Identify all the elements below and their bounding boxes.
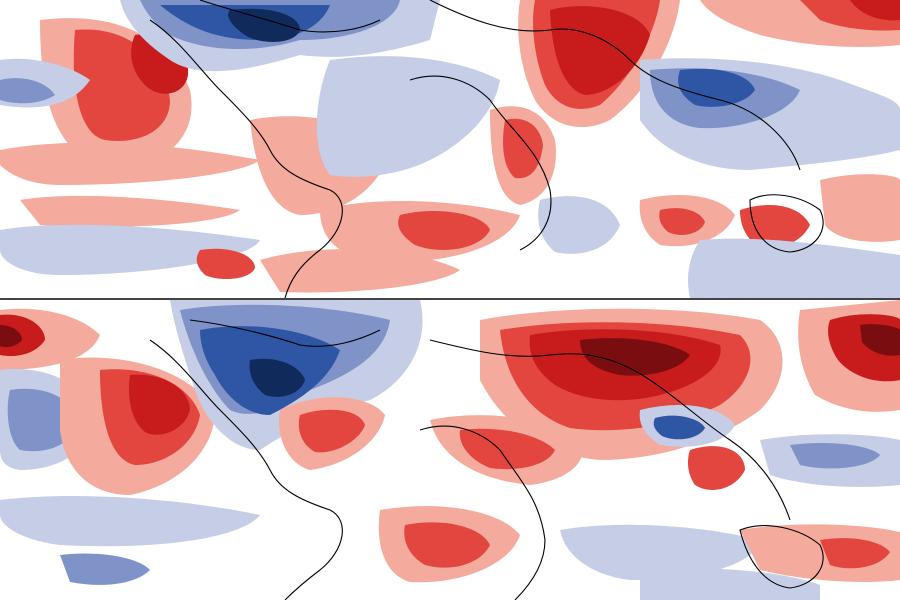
neg-mid-contour-region xyxy=(60,553,150,585)
pos-mid-contour-region xyxy=(298,409,365,453)
coastline-path xyxy=(189,319,381,347)
pos-mid-contour-region xyxy=(196,248,255,280)
pos-strong-contour-region xyxy=(860,324,900,356)
pos-strong-contour-region xyxy=(0,325,22,348)
neg-dark-contour-region xyxy=(653,415,705,440)
anomaly-field-top xyxy=(0,0,900,298)
coastline-path xyxy=(409,75,552,251)
map-panel-top xyxy=(0,0,900,298)
pos-mid-contour-region xyxy=(459,428,555,470)
map-panel-bottom xyxy=(0,300,900,600)
coastline-path xyxy=(739,525,824,589)
coastlines-bottom xyxy=(149,319,824,600)
neg-light-contour-region xyxy=(0,495,260,547)
pos-mid-contour-region xyxy=(503,118,543,179)
pos-mid-contour-region xyxy=(659,208,705,235)
panel-divider xyxy=(0,298,900,300)
neg-light-contour-region xyxy=(560,524,760,580)
pos-mid-contour-region xyxy=(820,538,890,569)
pos-light-contour-region xyxy=(20,195,240,227)
pos-mid-contour-region xyxy=(404,522,490,568)
pos-dark-contour-region xyxy=(128,374,190,435)
anomaly-field-bottom xyxy=(0,300,900,600)
neg-mid-contour-region xyxy=(790,443,880,469)
coastline-path xyxy=(199,0,381,33)
neg-light-contour-region xyxy=(688,238,900,298)
coastlines-top xyxy=(149,0,824,298)
coastline-path xyxy=(419,425,546,600)
neg-mid-contour-region xyxy=(0,78,55,104)
coastline-path xyxy=(429,339,791,521)
pos-mid-contour-region xyxy=(687,446,745,490)
pos-light-contour-region xyxy=(820,174,900,242)
pos-light-contour-region xyxy=(0,142,260,185)
pos-mid-contour-region xyxy=(740,205,810,248)
pos-mid-contour-region xyxy=(398,210,490,250)
anomaly-shading-top xyxy=(0,0,900,298)
coastline-path xyxy=(429,0,801,171)
neg-light-contour-region xyxy=(0,224,260,275)
neg-light-contour-region xyxy=(316,56,500,177)
pos-strong-contour-region xyxy=(580,338,690,376)
neg-strong-contour-region xyxy=(228,8,300,42)
coastline-path xyxy=(149,339,343,600)
pos-dark-contour-region xyxy=(850,0,900,21)
anomaly-shading-bottom xyxy=(0,300,900,600)
coastline-path xyxy=(149,19,343,298)
neg-light-contour-region xyxy=(538,196,620,254)
pos-dark-contour-region xyxy=(550,6,650,95)
neg-strong-contour-region xyxy=(249,358,305,397)
coastline-path xyxy=(749,194,824,253)
neg-dark-contour-region xyxy=(678,68,755,107)
neg-light-contour-region xyxy=(640,568,820,600)
